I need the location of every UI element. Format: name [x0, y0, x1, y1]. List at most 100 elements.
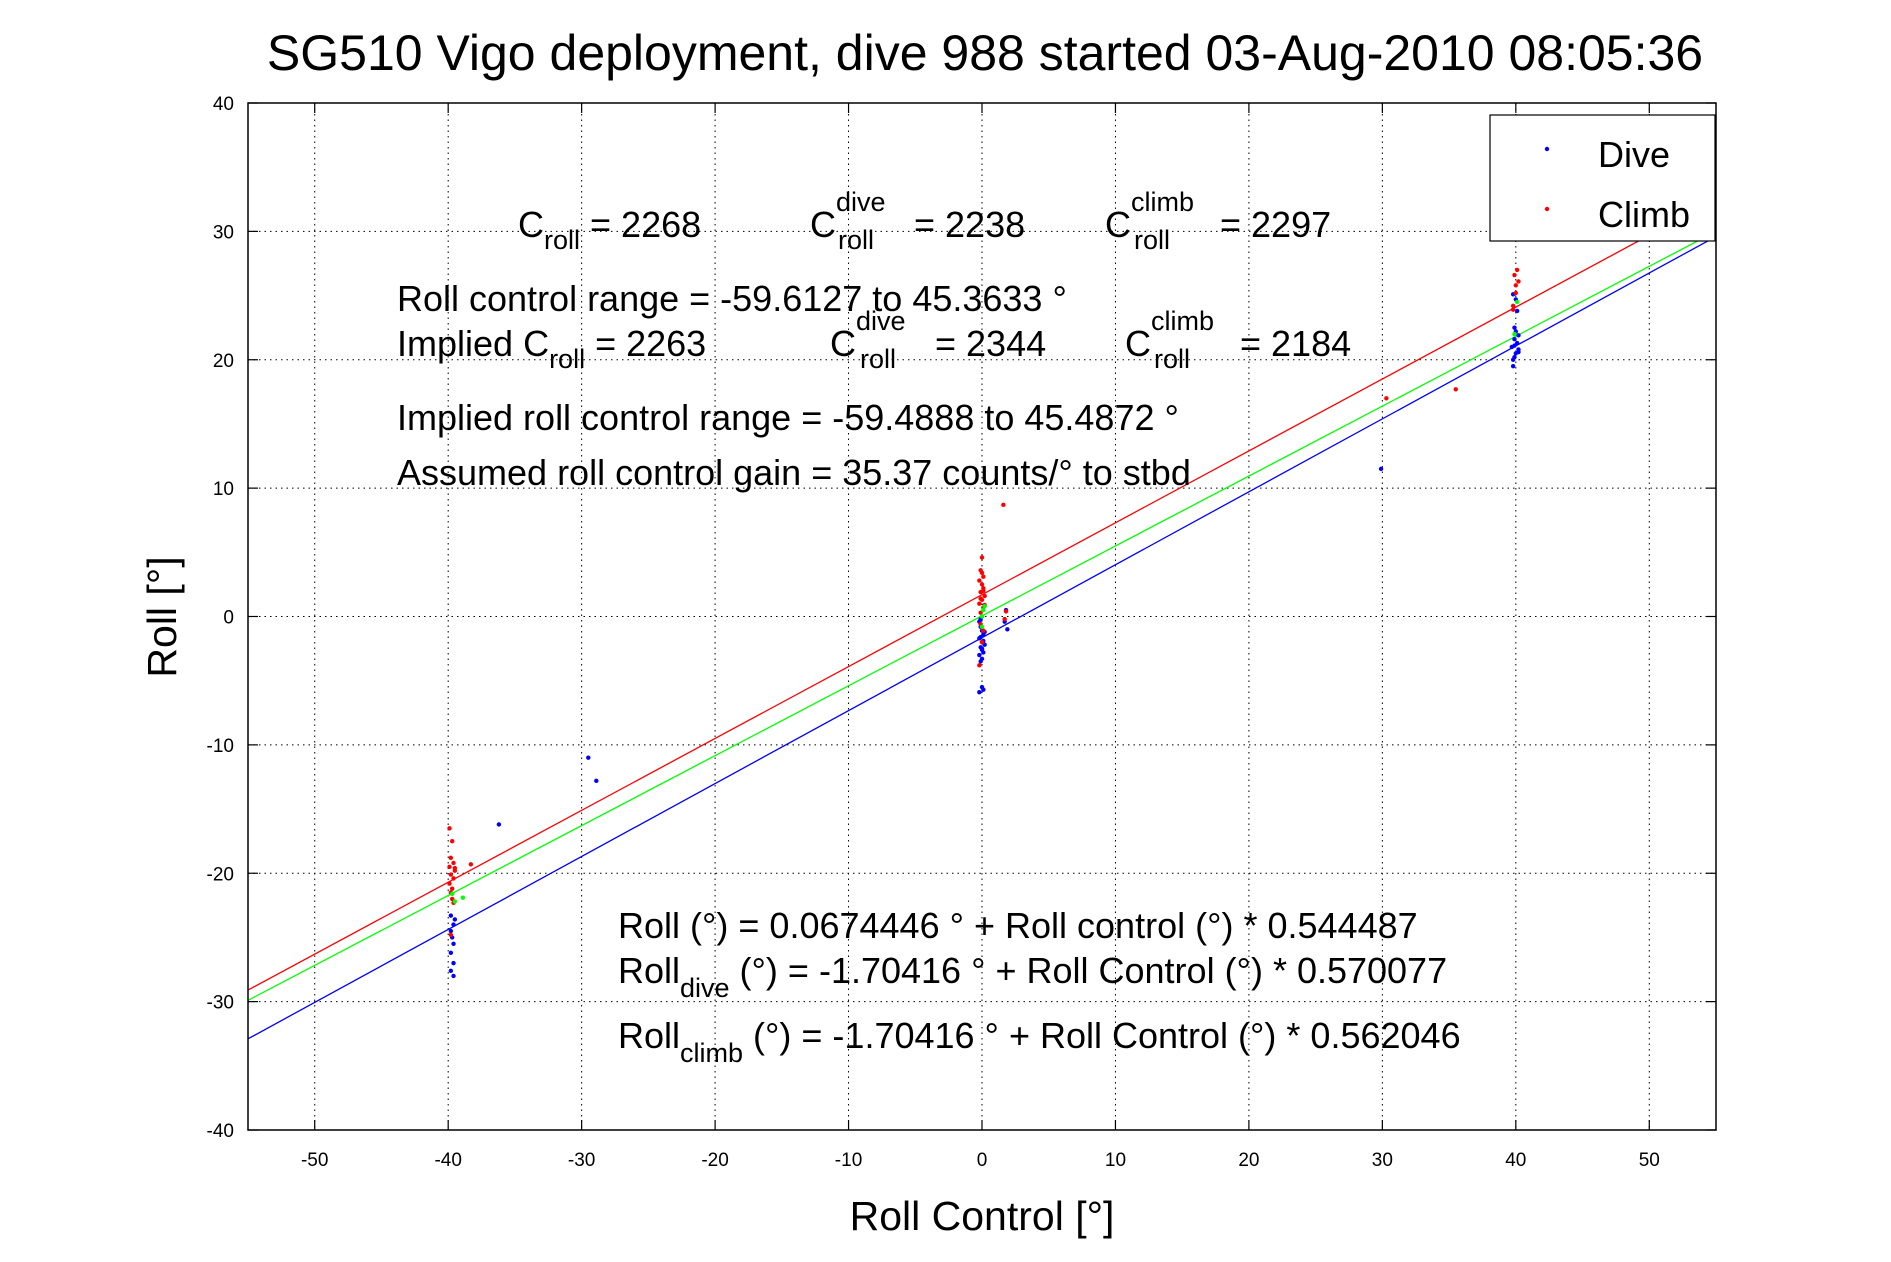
data-point	[1513, 283, 1519, 288]
x-tick-label: -40	[434, 1150, 461, 1171]
data-point	[979, 555, 985, 560]
fit-climb-rest: (°) = -1.70416 ° + Roll Control (°) * 0.…	[743, 1015, 1461, 1056]
annotation-fit-climb: Rollclimb (°) = -1.70416 ° + Roll Contro…	[618, 1015, 1461, 1068]
fit-all-rest: (°) = 0.0674446 ° + Roll control (°) * 0…	[680, 905, 1418, 946]
y-tick-label: -20	[207, 864, 234, 885]
fit-dive-base: Roll	[618, 950, 680, 991]
fit-climb-base: Roll	[618, 1015, 680, 1056]
data-point	[977, 652, 982, 658]
legend: Dive Climb	[1489, 114, 1716, 242]
data-point	[981, 588, 986, 594]
data-point	[1453, 387, 1458, 392]
series-climb	[447, 267, 1521, 938]
data-point	[448, 932, 454, 938]
data-point	[460, 895, 466, 900]
legend-box	[1489, 114, 1716, 242]
legend-marker-dive	[1544, 146, 1550, 152]
data-point	[981, 687, 986, 692]
y-tick-label: 20	[213, 351, 234, 372]
data-point	[449, 838, 455, 844]
annotation-c-roll: Croll = 2268	[518, 204, 701, 255]
implied-c-roll-dive-sub: roll	[860, 344, 896, 374]
x-tick-label: -20	[701, 1150, 728, 1171]
data-point	[981, 650, 986, 655]
data-point	[979, 582, 985, 587]
c-roll-dive-value: = 2238	[904, 204, 1025, 245]
data-point	[447, 826, 452, 831]
data-point	[1003, 609, 1009, 614]
annotation-implied-c-roll: Implied Croll = 2263	[397, 323, 706, 374]
x-tick-label: 40	[1505, 1150, 1526, 1171]
data-point	[978, 568, 983, 573]
data-point	[447, 881, 452, 886]
c-roll-climb-sup: climb	[1131, 187, 1194, 217]
legend-label-dive: Dive	[1598, 134, 1670, 175]
data-point	[451, 876, 456, 881]
data-point	[977, 663, 982, 668]
data-point	[1512, 325, 1517, 330]
data-point	[448, 872, 454, 877]
implied-c-roll-dive-sup: dive	[856, 306, 906, 336]
data-point	[1512, 331, 1517, 337]
data-point	[1510, 357, 1516, 362]
implied-c-roll-climb-base: C	[1125, 323, 1151, 364]
data-point	[1510, 307, 1516, 312]
data-point	[1514, 308, 1520, 314]
annotation-fit-all: Roll (°) = 0.0674446 ° + Roll control (°…	[618, 905, 1418, 946]
fit-dive-rest: (°) = -1.70416 ° + Roll Control (°) * 0.…	[730, 950, 1448, 991]
x-axis-label: Roll Control [°]	[850, 1193, 1115, 1239]
annotation-fit-dive: Rolldive (°) = -1.70416 ° + Roll Control…	[618, 950, 1447, 1003]
x-tick-label: -50	[301, 1150, 328, 1171]
c-roll-dive-sup: dive	[836, 187, 886, 217]
data-point	[448, 928, 454, 934]
data-point	[978, 659, 983, 664]
data-point	[1516, 333, 1521, 338]
x-tick-label: -10	[835, 1150, 862, 1171]
data-point	[448, 913, 454, 918]
c-roll-climb-sub: roll	[1134, 225, 1170, 255]
legend-marker-climb	[1544, 206, 1550, 212]
x-tick-label: -30	[568, 1150, 595, 1171]
data-point	[448, 855, 454, 861]
implied-prefix: Implied	[397, 323, 523, 364]
fit-climb-sub: climb	[680, 1038, 743, 1068]
data-point	[1510, 303, 1516, 309]
data-point	[451, 922, 456, 927]
data-point	[978, 596, 983, 601]
annotation-assumed-gain: Assumed roll control gain = 35.37 counts…	[397, 452, 1191, 493]
annotation-implied-c-roll-dive: Cdive roll = 2344	[830, 306, 1046, 374]
annotation-implied-range: Implied roll control range = -59.4888 to…	[397, 397, 1179, 438]
data-point	[1378, 466, 1384, 472]
data-point	[981, 574, 986, 579]
data-point	[977, 690, 982, 695]
data-point	[451, 941, 456, 947]
data-point	[978, 634, 983, 640]
y-tick-label: 30	[213, 222, 234, 243]
data-point	[979, 639, 985, 645]
data-point	[979, 646, 985, 651]
implied-c-roll-base: C	[523, 323, 549, 364]
c-roll-climb-value: = 2297	[1210, 204, 1331, 245]
data-point	[977, 578, 982, 583]
data-point	[449, 891, 455, 896]
x-tick-label: 30	[1372, 1150, 1393, 1171]
y-tick-label: -10	[207, 736, 234, 757]
c-roll-sub: roll	[544, 225, 580, 255]
c-roll-climb-base: C	[1105, 204, 1131, 245]
x-tick-label: 10	[1105, 1150, 1126, 1171]
data-point	[1514, 299, 1520, 305]
data-point	[451, 960, 456, 966]
data-point	[1512, 337, 1517, 342]
implied-c-roll-sub: roll	[549, 344, 585, 374]
implied-c-roll-dive-base: C	[830, 323, 856, 364]
data-point	[448, 968, 454, 974]
data-point	[982, 604, 987, 609]
data-point	[496, 822, 502, 827]
y-tick-label: 10	[213, 479, 234, 500]
data-point	[452, 865, 458, 871]
data-point	[1384, 396, 1389, 401]
data-point	[451, 973, 456, 979]
implied-c-roll-dive-value: = 2344	[925, 323, 1046, 364]
data-point	[981, 607, 986, 613]
